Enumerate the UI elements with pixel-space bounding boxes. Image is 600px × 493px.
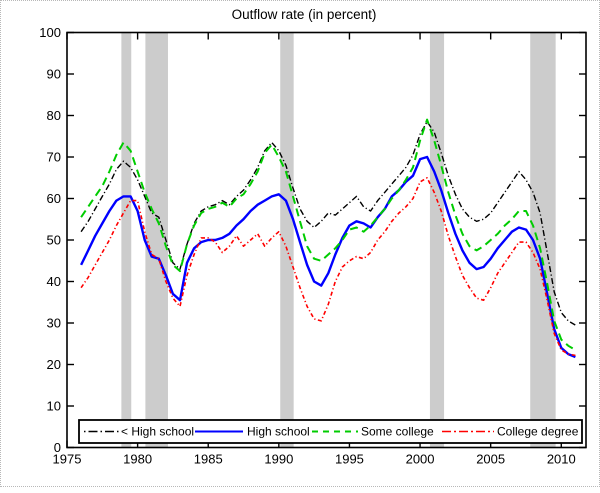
y-tick-label: 90 [47,67,61,82]
chart-title: Outflow rate (in percent) [232,7,377,22]
recession-bands [121,32,556,448]
y-tick-label: 80 [47,108,61,123]
x-tick-label: 1995 [335,452,364,467]
x-tick-label: 1990 [264,452,293,467]
y-tick-label: 60 [47,191,61,206]
x-tick-label: 1980 [123,452,152,467]
y-tick-label: 50 [47,233,61,248]
x-tick-label: 2010 [547,452,576,467]
y-tick-label: 70 [47,150,61,165]
legend-label: High school [247,425,310,439]
recession-band [530,32,556,448]
x-tick-label: 1975 [53,452,82,467]
y-tick-label: 10 [47,399,61,414]
series-line-high-school [80,155,576,359]
legend-label: Some college [361,425,434,439]
recession-band [280,32,294,448]
recession-band [429,32,445,448]
y-tick-label: 40 [47,274,61,289]
x-tick-label: 1985 [194,452,223,467]
y-tick-label: 0 [54,440,61,455]
recession-band [121,32,132,448]
x-tick-label: 2000 [406,452,435,467]
legend-box [78,419,583,444]
legend-label: < High school [121,425,194,439]
legend: < High school High school Some college Coll… [78,419,583,444]
x-tick-label: 2005 [476,452,505,467]
recession-band [145,32,168,448]
axes: 1975 1980 1985 1990 1995 2000 2005 2010 0 10 20 30 4… [39,25,587,467]
y-tick-label: 20 [47,357,61,372]
series-line-college-degree [80,177,576,357]
series-line-some-college [80,118,576,351]
legend-label: College degree [497,425,579,439]
series-lines [80,118,576,359]
y-tick-label: 30 [47,316,61,331]
y-tick-label: 100 [39,25,61,40]
